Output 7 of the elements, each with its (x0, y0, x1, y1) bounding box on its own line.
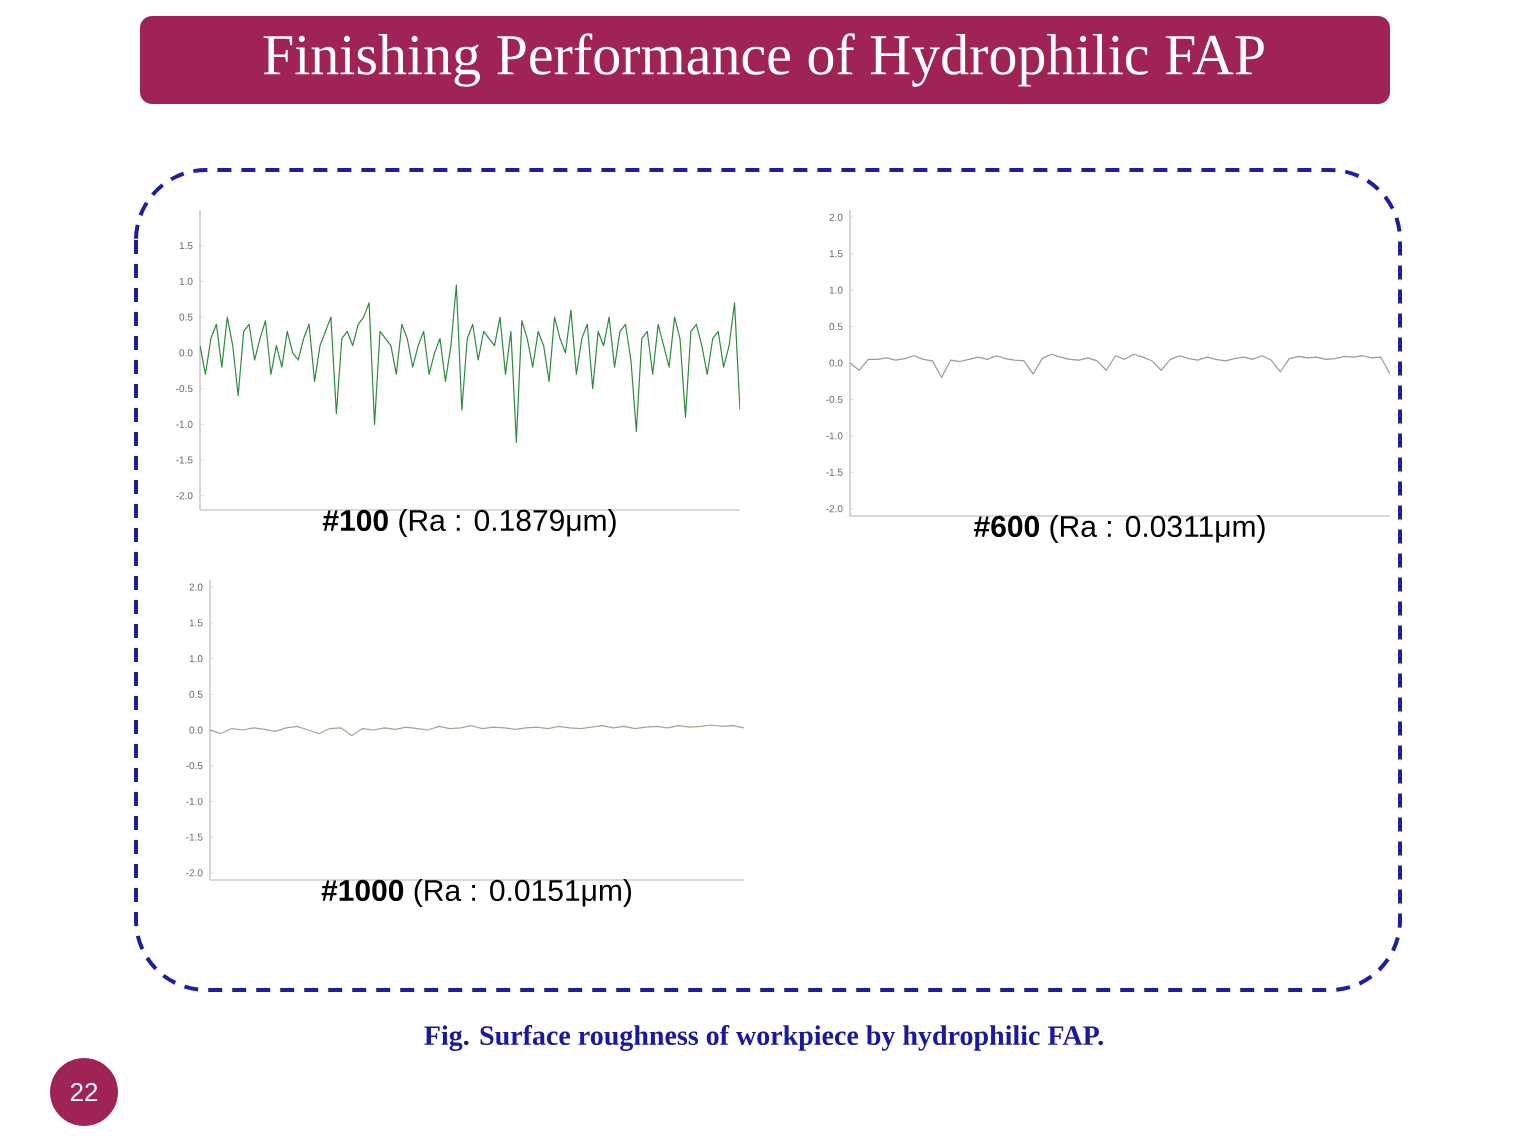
chart-title: Finishing Performance of Hydrophilic FAP (263, 33, 1264, 87)
line-series (850, 353, 1391, 379)
x-axis-title: #600 (Ra : 0.0311μm) (974, 515, 1265, 544)
x-axis-title: #1000 (Ra : 0.0151μm) (321, 879, 632, 908)
text: Fig. Surface roughness of workpiece by hydrophilic FAP. (424, 1025, 1103, 1051)
x-axis-title: #100 (Ra : 0.1879μm) (322, 509, 616, 538)
text: 22 (70, 1082, 98, 1102)
